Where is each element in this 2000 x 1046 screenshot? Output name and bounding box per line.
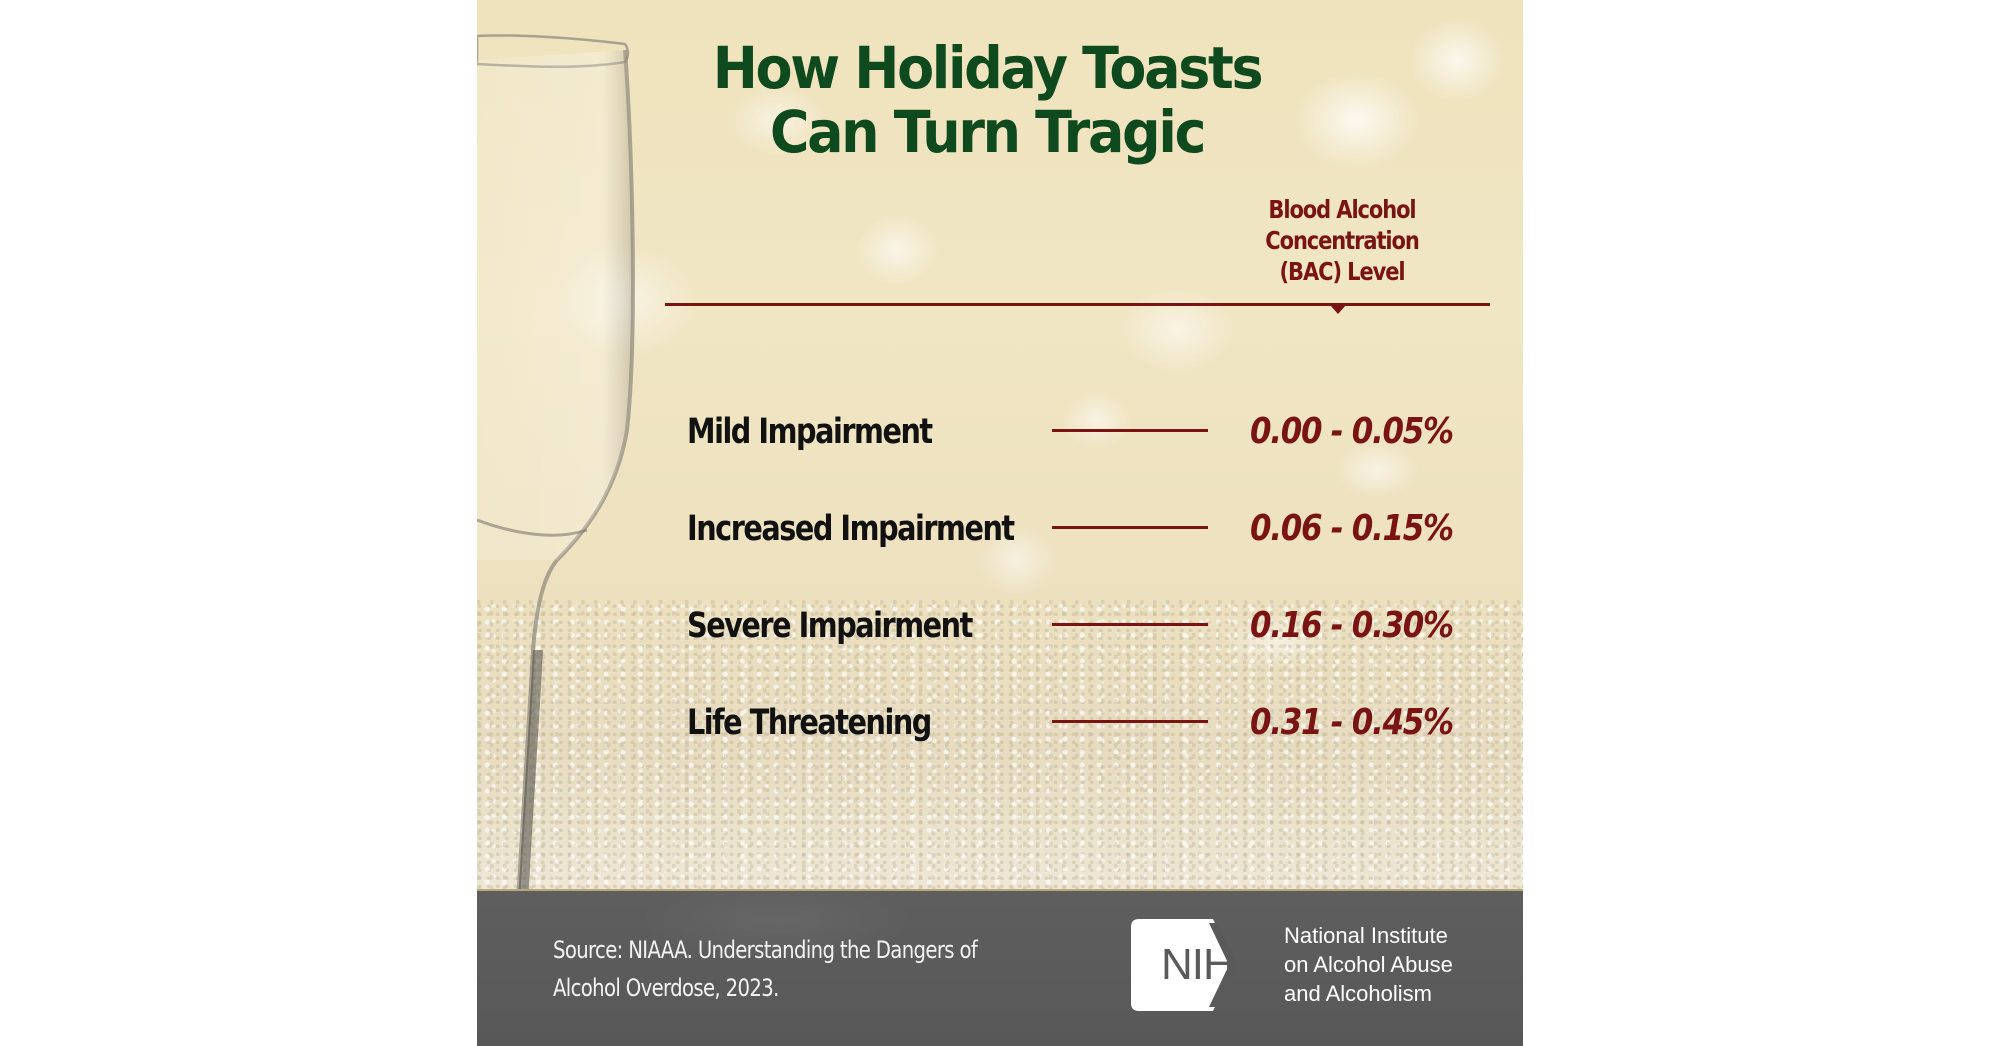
row-bac-value: 0.16 - 0.30% [1250, 605, 1454, 646]
source-line-2: Alcohol Overdose, 2023. [553, 974, 779, 1002]
org-line-2: on Alcohol Abuse [1284, 952, 1453, 977]
bac-row-life-threatening: Life Threatening 0.31 - 0.45% [477, 698, 1523, 748]
row-bac-value: 0.00 - 0.05% [1250, 411, 1454, 452]
bac-row-severe: Severe Impairment 0.16 - 0.30% [477, 601, 1523, 651]
row-label: Increased Impairment [687, 509, 1015, 549]
row-connector-line [1052, 429, 1208, 432]
row-label: Severe Impairment [687, 606, 973, 646]
nih-chevron-logo-icon [1131, 919, 1237, 1011]
row-label: Life Threatening [687, 703, 932, 743]
row-bac-value: 0.31 - 0.45% [1250, 702, 1454, 743]
row-connector-line [1052, 623, 1208, 626]
bac-header-line-3: (BAC) Level [1279, 257, 1406, 286]
row-connector-line [1052, 720, 1208, 723]
header-divider [665, 303, 1490, 306]
org-line-1: National Institute [1284, 923, 1448, 948]
footer-bar: Source: NIAAA. Understanding the Dangers… [477, 889, 1523, 1046]
title-line-1: How Holiday Toasts [712, 34, 1264, 102]
bac-header-line-1: Blood Alcohol [1268, 195, 1416, 224]
glitter-background [477, 600, 1523, 890]
organization-name: National Institute on Alcohol Abuse and … [1284, 921, 1504, 1008]
row-label: Mild Impairment [687, 412, 933, 452]
source-citation: Source: NIAAA. Understanding the Dangers… [553, 931, 978, 1007]
nih-logo-text: NIH [1161, 940, 1235, 989]
divider-arrow-icon [1330, 305, 1346, 314]
source-line-1: Source: NIAAA. Understanding the Dangers… [553, 936, 978, 964]
infographic-title: How Holiday Toasts Can Turn Tragic [634, 36, 1341, 164]
infographic-panel: How Holiday Toasts Can Turn Tragic Blood… [477, 0, 1523, 1046]
nih-logo: NIH [1131, 919, 1241, 1011]
bac-row-mild: Mild Impairment 0.00 - 0.05% [477, 407, 1523, 457]
bac-column-header: Blood Alcohol Concentration (BAC) Level [1262, 194, 1422, 287]
org-line-3: and Alcoholism [1284, 981, 1432, 1006]
title-line-2: Can Turn Tragic [769, 98, 1207, 166]
bac-header-line-2: Concentration [1265, 226, 1420, 255]
row-bac-value: 0.06 - 0.15% [1250, 508, 1454, 549]
row-connector-line [1052, 526, 1208, 529]
bac-row-increased: Increased Impairment 0.06 - 0.15% [477, 504, 1523, 554]
